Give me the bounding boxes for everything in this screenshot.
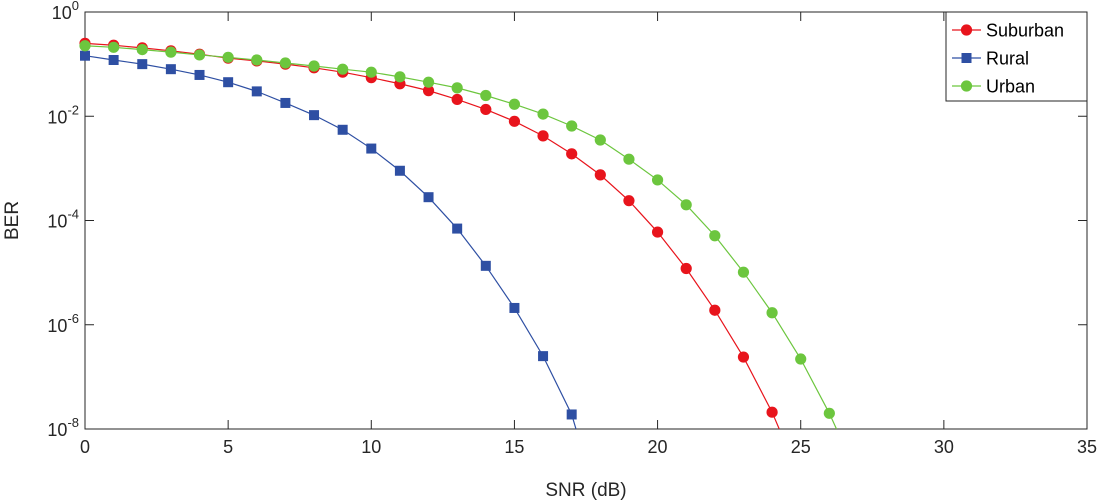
data-point [251,54,263,66]
data-point [194,69,205,80]
data-point [566,148,578,160]
x-tick-label: 15 [504,437,524,457]
data-point [223,77,234,88]
data-point [137,59,148,70]
data-point [80,50,90,61]
data-point [537,108,549,120]
data-point [452,223,463,234]
data-point [165,64,176,75]
data-point [423,192,434,203]
legend-item-urban: Urban [952,77,1035,97]
data-point [594,134,606,146]
data-point [280,97,291,108]
data-point [680,199,692,211]
data-point [79,40,91,52]
data-point [451,93,463,106]
y-tick-label: 10-4 [47,207,79,232]
data-point [538,351,549,362]
data-point [366,143,377,154]
data-point [308,60,320,72]
data-point [451,82,463,94]
data-point [309,110,320,121]
data-point [823,407,835,419]
data-point [737,266,750,278]
x-tick-label: 10 [361,437,381,457]
series-line-urban [84,45,838,429]
x-tick-label: 20 [648,437,668,457]
data-point [222,51,234,63]
data-point [337,124,348,135]
y-tick-label: 100 [52,0,79,23]
data-point [108,54,119,65]
legend-item-rural: Rural [952,49,1029,69]
data-point [279,57,291,69]
legend-marker [960,24,973,36]
data-point [566,409,577,420]
legend-marker [960,80,973,92]
x-tick-label: 0 [80,437,90,457]
data-point [480,260,491,271]
data-point [480,103,492,116]
legend-marker [961,53,972,63]
data-point [251,86,262,97]
data-point [766,406,778,418]
data-point [680,262,692,275]
legend-item-suburban: Suburban [952,21,1064,41]
x-tick-label: 25 [791,437,811,457]
data-point [422,76,435,88]
data-point [136,43,148,56]
data-point [623,153,635,165]
y-tick-label: 10-2 [47,102,79,127]
data-point [651,174,664,186]
data-point [108,41,120,53]
data-point [509,302,520,313]
data-point [795,353,807,365]
plot-area [84,11,1088,430]
data-point [651,226,664,238]
data-point [165,46,177,58]
x-tick-label: 30 [934,437,954,457]
data-point [480,89,492,102]
data-point [337,63,349,75]
data-point [566,120,578,132]
series-rural [80,50,577,429]
y-axis-label: BER [2,201,23,240]
legend-label: Suburban [986,21,1064,41]
data-point [422,85,435,97]
data-point [623,195,635,207]
data-point [709,230,721,242]
data-point [508,115,521,127]
data-point [737,351,750,363]
data-point [709,304,721,316]
data-point [193,49,206,61]
data-point [594,169,606,181]
y-tick-label: 10-6 [47,311,79,336]
data-point [394,165,405,176]
data-point [508,98,521,110]
data-point [766,307,778,319]
x-tick-label: 5 [223,437,233,457]
data-point [394,71,406,83]
x-tick-label: 35 [1077,437,1097,457]
data-point [537,130,549,142]
legend-label: Rural [986,49,1029,69]
legend-label: Urban [986,77,1035,97]
data-point [365,66,377,78]
y-tick-label: 10-8 [47,415,79,440]
x-axis-label: SNR (dB) [545,480,626,501]
legend: Suburban Rural Urban [945,11,1088,102]
series-urban [79,40,838,429]
